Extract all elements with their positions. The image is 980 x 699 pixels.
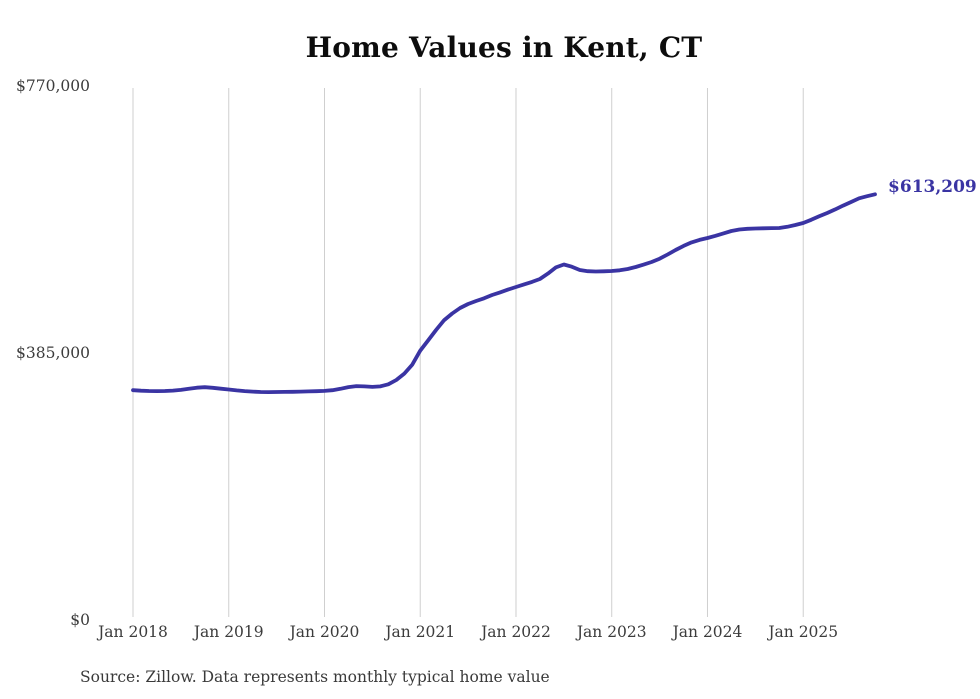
x-tick-label: Jan 2020 <box>289 623 360 641</box>
last-value-label: $613,209 <box>888 177 977 198</box>
y-tick-label: $0 <box>70 611 90 629</box>
x-tick-label: Jan 2022 <box>481 623 551 641</box>
gridlines <box>132 88 804 617</box>
x-tick-label: Jan 2025 <box>768 623 839 641</box>
chart-title: Home Values in Kent, CT <box>305 31 703 64</box>
x-tick-label: Jan 2023 <box>576 623 647 641</box>
x-tick-label: Jan 2018 <box>98 623 168 641</box>
x-tick-label: Jan 2021 <box>385 623 456 641</box>
source-note: Source: Zillow. Data represents monthly … <box>80 668 550 686</box>
y-tick-label: $385,000 <box>16 343 90 362</box>
price-line <box>131 192 877 394</box>
y-tick-label: $770,000 <box>16 76 90 95</box>
x-tick-label: Jan 2024 <box>672 623 743 641</box>
x-tick-label: Jan 2019 <box>193 623 264 641</box>
